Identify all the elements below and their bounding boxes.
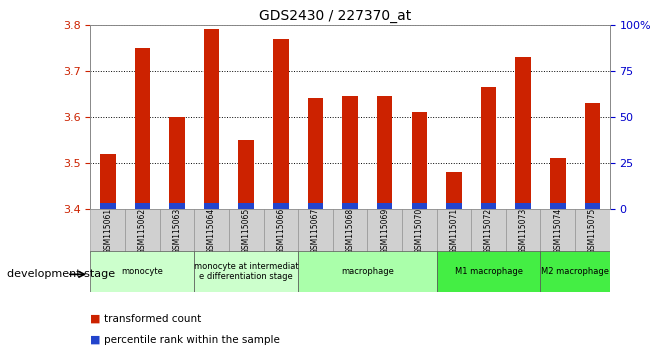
Bar [481,203,496,209]
Bar [170,117,185,209]
FancyBboxPatch shape [159,209,194,253]
Bar [273,203,289,209]
Text: GSM115062: GSM115062 [138,208,147,254]
Text: GSM115075: GSM115075 [588,208,597,254]
FancyBboxPatch shape [575,209,610,253]
Bar [239,203,254,209]
Text: GSM115065: GSM115065 [242,208,251,254]
Bar [585,103,600,209]
FancyBboxPatch shape [541,251,610,292]
Text: M1 macrophage: M1 macrophage [454,267,523,276]
Text: GSM115074: GSM115074 [553,208,562,254]
FancyBboxPatch shape [194,209,229,253]
Bar [411,112,427,209]
Text: GSM115067: GSM115067 [311,208,320,254]
Bar [170,203,185,209]
Text: GSM115063: GSM115063 [172,208,182,254]
Bar [204,203,219,209]
Text: transformed count: transformed count [104,314,201,324]
Bar [377,96,393,209]
FancyBboxPatch shape [437,209,471,253]
Bar [342,96,358,209]
Text: GSM115066: GSM115066 [276,208,285,254]
FancyBboxPatch shape [506,209,541,253]
FancyBboxPatch shape [298,251,437,292]
FancyBboxPatch shape [402,209,437,253]
FancyBboxPatch shape [90,251,194,292]
Bar [135,48,150,209]
FancyBboxPatch shape [125,209,159,253]
Bar [239,140,254,209]
Text: GSM115069: GSM115069 [380,208,389,254]
Text: GSM115071: GSM115071 [450,208,458,254]
Bar [100,154,115,209]
Text: percentile rank within the sample: percentile rank within the sample [104,335,280,345]
Bar [550,203,565,209]
Text: ■: ■ [90,335,101,345]
Text: GSM115072: GSM115072 [484,208,493,254]
Text: development stage: development stage [7,269,115,279]
Bar [308,203,323,209]
Text: GSM115064: GSM115064 [207,208,216,254]
Text: GSM115073: GSM115073 [519,208,528,254]
FancyBboxPatch shape [541,209,575,253]
Bar [411,203,427,209]
Bar [515,57,531,209]
FancyBboxPatch shape [194,251,298,292]
Text: ■: ■ [90,314,101,324]
Bar [342,203,358,209]
Text: macrophage: macrophage [341,267,394,276]
FancyBboxPatch shape [90,209,125,253]
Text: GSM115068: GSM115068 [346,208,354,254]
Bar [204,29,219,209]
FancyBboxPatch shape [298,209,333,253]
Bar [585,203,600,209]
FancyBboxPatch shape [437,251,541,292]
Bar [481,87,496,209]
Text: M2 macrophage: M2 macrophage [541,267,609,276]
Bar [308,98,323,209]
FancyBboxPatch shape [333,209,367,253]
FancyBboxPatch shape [263,209,298,253]
Bar [550,158,565,209]
Bar [100,203,115,209]
Bar [515,203,531,209]
Text: GDS2430 / 227370_at: GDS2430 / 227370_at [259,9,411,23]
Text: GSM115061: GSM115061 [103,208,113,254]
Text: GSM115070: GSM115070 [415,208,424,254]
FancyBboxPatch shape [471,209,506,253]
Bar [446,172,462,209]
Bar [135,203,150,209]
FancyBboxPatch shape [229,209,263,253]
Bar [377,203,393,209]
FancyBboxPatch shape [367,209,402,253]
Text: monocyte at intermediat
e differentiation stage: monocyte at intermediat e differentiatio… [194,262,299,281]
Text: monocyte: monocyte [121,267,163,276]
Bar [446,203,462,209]
Bar [273,39,289,209]
